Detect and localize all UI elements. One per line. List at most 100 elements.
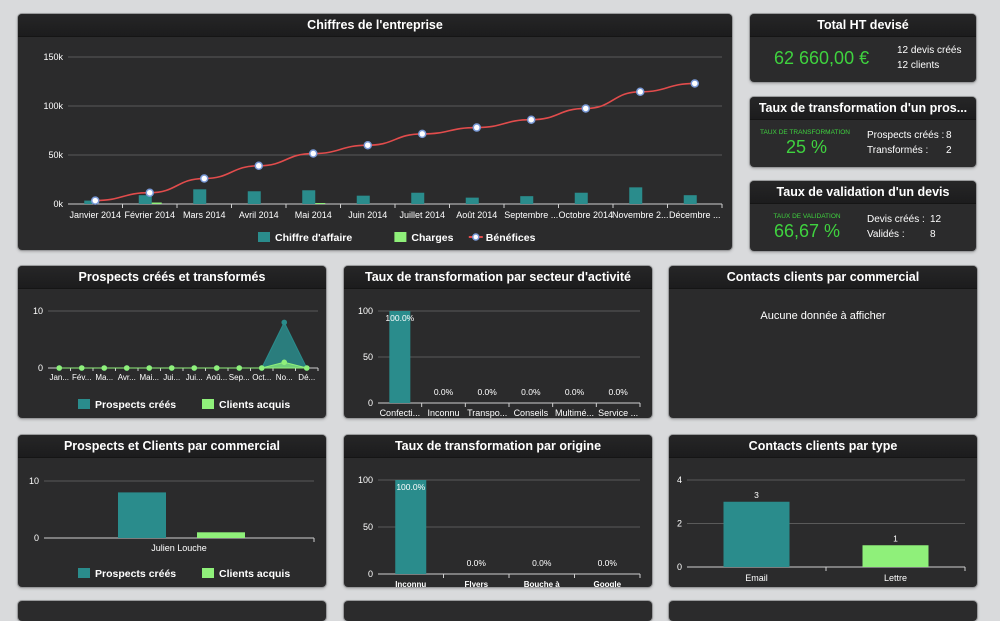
data-label: 100.0% xyxy=(385,313,414,323)
bar-chiffre xyxy=(465,197,479,204)
transformes-value: 2 xyxy=(946,145,952,156)
panel-prospects: Prospects créés et transformés 0 10 Jan...… xyxy=(18,266,326,418)
data-label: 0.0% xyxy=(565,387,585,397)
y-tick-label: 0 xyxy=(368,398,373,408)
valides-value: 8 xyxy=(930,229,936,240)
x-tick-label: Avr... xyxy=(118,373,136,382)
x-tick-label: Novembre 2... xyxy=(612,210,669,220)
x-tick-label: Jan... xyxy=(49,373,69,382)
panel-title: Contacts clients par commercial xyxy=(669,266,977,289)
bar-chiffre xyxy=(574,192,588,204)
prospects-label: Prospects créés : xyxy=(867,130,945,141)
panel-partial xyxy=(18,601,326,621)
y-tick-label: 100k xyxy=(43,101,63,111)
y-tick-label: 0k xyxy=(53,199,63,209)
x-tick-label: Mai 2014 xyxy=(295,210,332,220)
y-tick-label: 0 xyxy=(34,533,39,543)
y-tick-label: 10 xyxy=(33,306,43,316)
y-tick-label: 0 xyxy=(38,363,43,373)
y-tick-label: 50 xyxy=(363,522,373,532)
point-1 xyxy=(56,365,63,371)
legend-label: Chiffre d'affaire xyxy=(275,232,352,244)
legend-swatch xyxy=(78,399,90,409)
x-tick-label: Conseils xyxy=(514,408,549,418)
bar-chiffre xyxy=(302,190,316,204)
x-tick-label: Octobre 2014 xyxy=(558,210,613,220)
bar xyxy=(389,311,411,403)
data-label: 1 xyxy=(893,533,898,543)
line-benefices xyxy=(95,82,695,202)
y-tick-label: 2 xyxy=(677,519,682,529)
x-tick-label: Inconnu xyxy=(427,408,459,418)
point-1 xyxy=(123,365,130,371)
x-tick-label: Mars 2014 xyxy=(183,210,226,220)
x-tick-label: Google xyxy=(593,580,621,587)
point-1 xyxy=(258,365,265,371)
bar-prospects xyxy=(118,492,166,538)
panel-title: Taux de transformation par origine xyxy=(344,435,652,458)
devis-count: 12 devis créés xyxy=(897,45,962,56)
legend-swatch xyxy=(202,568,214,578)
x-tick-label: Email xyxy=(745,573,768,583)
y-tick-label: 150k xyxy=(43,52,63,62)
point-benefices xyxy=(145,188,154,197)
x-tick-label: Flyers xyxy=(464,580,488,587)
x-tick-label: Sep... xyxy=(229,373,250,382)
panel-contacts-type: Contacts clients par type 0 2 4 Email 3 Lettr… xyxy=(669,435,977,587)
legend-swatch xyxy=(394,232,407,242)
panel-partial xyxy=(669,601,977,621)
panel-partial xyxy=(344,601,652,621)
bar-chiffre xyxy=(247,191,261,204)
bar xyxy=(395,480,427,574)
prospects-value: 8 xyxy=(946,130,952,141)
x-tick-label: Bouche à xyxy=(524,580,561,587)
area-0 xyxy=(59,321,308,369)
data-label: 100.0% xyxy=(396,482,425,492)
data-label: 0.0% xyxy=(434,387,454,397)
y-tick-label: 4 xyxy=(677,475,682,485)
bar-charges xyxy=(151,202,162,204)
chart-prospects: 0 10 Jan... Fév... Ma... Avr... Mai... Jui... Ju… xyxy=(33,306,319,411)
bar-charges xyxy=(315,203,326,204)
x-tick-label: No... xyxy=(276,373,293,382)
legend-label: Prospects créés xyxy=(95,568,176,580)
data-label: 0.0% xyxy=(467,558,487,568)
panel-title: Taux de validation d'un devis xyxy=(750,181,976,204)
legend-label: Bénéfices xyxy=(486,232,536,244)
x-tick-label: Dé... xyxy=(298,373,315,382)
x-tick-label: Décembre ... xyxy=(669,210,721,220)
legend-swatch xyxy=(202,399,214,409)
panel-validation: Taux de validation d'un devis TAUX DE VA… xyxy=(750,181,976,251)
point-1 xyxy=(191,365,198,371)
point-benefices xyxy=(690,79,699,88)
transformation-rate: 25 % xyxy=(786,137,828,157)
x-tick-label: Service ... xyxy=(598,408,638,418)
panel-title: Taux de transformation par secteur d'act… xyxy=(344,266,652,289)
y-tick-label: 50 xyxy=(363,352,373,362)
y-tick-label: 50k xyxy=(48,150,63,160)
rate-sublabel: TAUX DE TRANSFORMATION xyxy=(760,129,850,136)
bar xyxy=(862,545,929,567)
x-tick-label: Lettre xyxy=(884,573,907,583)
panel-total: Total HT devisé 62 660,00 € 12 devis cré… xyxy=(750,14,976,82)
data-label: 0.0% xyxy=(598,558,618,568)
panel-secteur: Taux de transformation par secteur d'act… xyxy=(344,266,652,418)
point-1 xyxy=(101,365,108,371)
empty-message: Aucune donnée à afficher xyxy=(760,310,886,322)
bar-chiffre xyxy=(683,195,697,204)
data-label: 0.0% xyxy=(532,558,552,568)
x-tick-label: Juin 2014 xyxy=(348,210,387,220)
validation-rate: 66,67 % xyxy=(774,221,841,241)
bar-chiffre xyxy=(411,192,425,204)
devis-value: 12 xyxy=(930,214,942,225)
clients-count: 12 clients xyxy=(897,60,940,71)
point-benefices xyxy=(636,87,645,97)
x-tick-label: Juillet 2014 xyxy=(399,210,445,220)
x-tick-label: Mai... xyxy=(139,373,159,382)
chart-chiffres: 0k 50k 100k 150k Janvier 2014 Février 2014 Mar… xyxy=(43,52,723,244)
point-1 xyxy=(78,365,85,371)
devis-label: Devis créés : xyxy=(867,214,925,225)
point-benefices xyxy=(527,115,536,124)
bar-chiffre xyxy=(193,189,207,204)
